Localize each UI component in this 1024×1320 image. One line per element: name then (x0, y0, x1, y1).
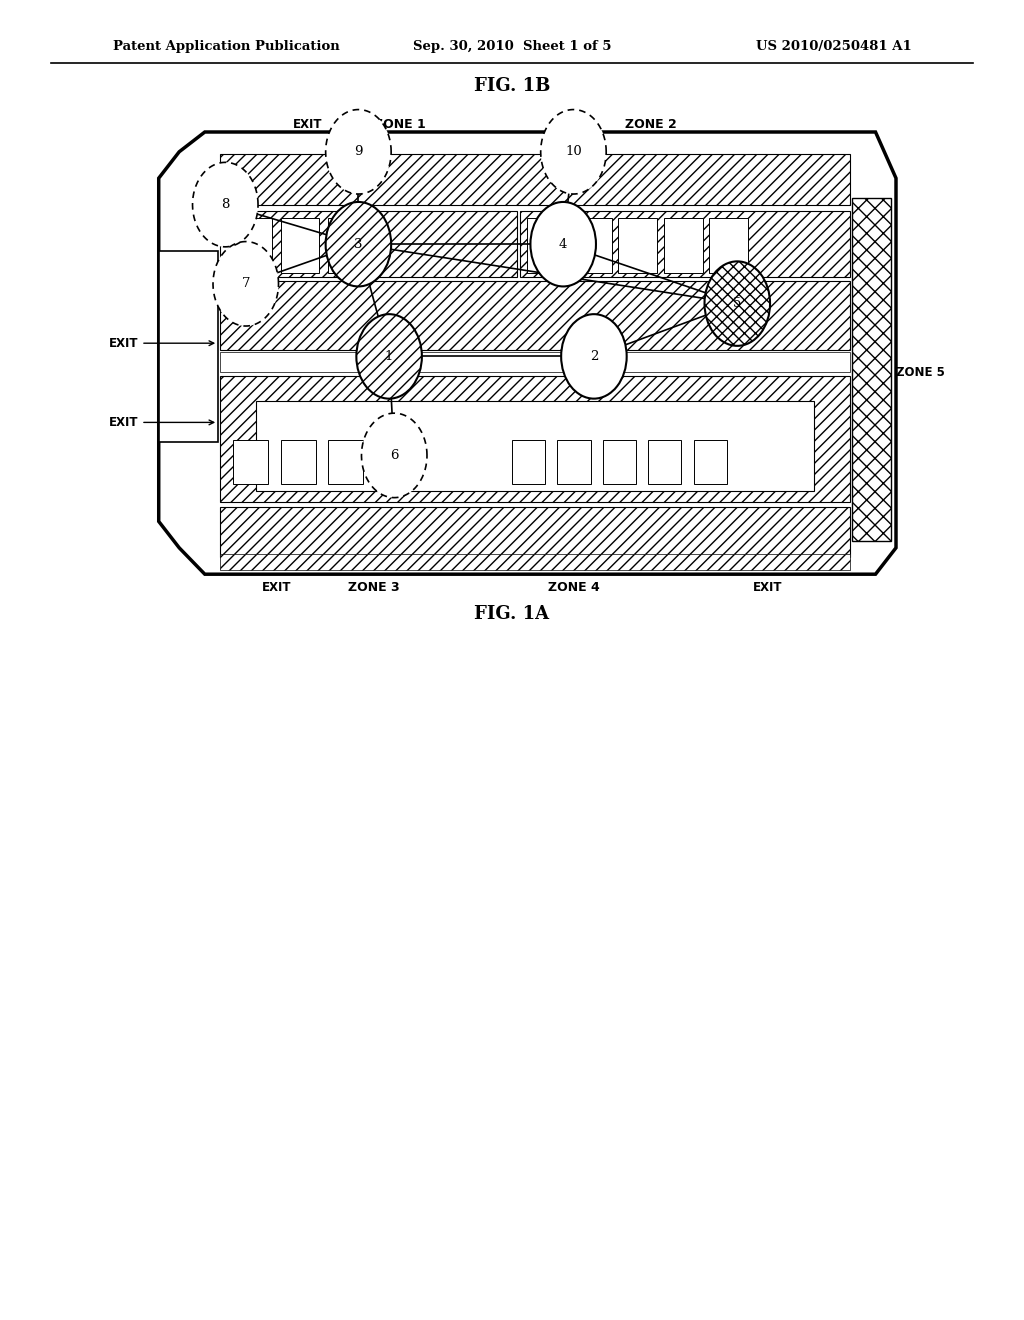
Text: 9: 9 (354, 145, 362, 158)
Text: EXIT: EXIT (109, 416, 214, 429)
FancyBboxPatch shape (648, 440, 682, 484)
Text: 3: 3 (354, 238, 362, 251)
Text: EXIT: EXIT (293, 117, 322, 131)
FancyBboxPatch shape (618, 218, 657, 273)
FancyBboxPatch shape (220, 352, 850, 372)
Circle shape (561, 314, 627, 399)
FancyBboxPatch shape (710, 218, 749, 273)
Text: Sep. 30, 2010  Sheet 1 of 5: Sep. 30, 2010 Sheet 1 of 5 (413, 40, 611, 53)
FancyBboxPatch shape (233, 440, 268, 484)
Text: ZONE 5: ZONE 5 (896, 366, 945, 379)
Text: EXIT: EXIT (262, 581, 291, 594)
Circle shape (213, 242, 279, 326)
FancyBboxPatch shape (328, 218, 367, 273)
Text: EXIT: EXIT (109, 337, 214, 350)
FancyBboxPatch shape (256, 401, 814, 491)
Text: US 2010/0250481 A1: US 2010/0250481 A1 (756, 40, 911, 53)
Text: 8: 8 (221, 198, 229, 211)
FancyBboxPatch shape (220, 376, 850, 502)
FancyBboxPatch shape (527, 218, 566, 273)
FancyBboxPatch shape (220, 211, 517, 277)
Text: 10: 10 (565, 145, 582, 158)
FancyBboxPatch shape (220, 281, 850, 350)
Text: ZONE 3: ZONE 3 (348, 581, 399, 594)
FancyBboxPatch shape (852, 198, 891, 541)
FancyBboxPatch shape (694, 440, 727, 484)
Text: ZONE 2: ZONE 2 (625, 117, 677, 131)
Text: EXIT: EXIT (754, 581, 782, 594)
Text: ZONE 4: ZONE 4 (548, 581, 600, 594)
FancyBboxPatch shape (603, 440, 636, 484)
FancyBboxPatch shape (557, 440, 591, 484)
FancyBboxPatch shape (572, 218, 611, 273)
FancyBboxPatch shape (281, 218, 319, 273)
Circle shape (541, 110, 606, 194)
Text: 2: 2 (590, 350, 598, 363)
Text: 7: 7 (242, 277, 250, 290)
FancyBboxPatch shape (220, 154, 850, 205)
Circle shape (705, 261, 770, 346)
Text: FIG. 1B: FIG. 1B (474, 77, 550, 95)
Circle shape (530, 202, 596, 286)
Text: 4: 4 (559, 238, 567, 251)
FancyBboxPatch shape (328, 440, 362, 484)
Polygon shape (159, 132, 896, 574)
FancyBboxPatch shape (664, 218, 702, 273)
Circle shape (326, 110, 391, 194)
Text: 6: 6 (390, 449, 398, 462)
Text: Patent Application Publication: Patent Application Publication (113, 40, 339, 53)
FancyBboxPatch shape (220, 554, 850, 570)
FancyBboxPatch shape (159, 251, 218, 442)
Circle shape (193, 162, 258, 247)
FancyBboxPatch shape (512, 440, 545, 484)
Text: FIG. 1A: FIG. 1A (474, 605, 550, 623)
Text: ZONE 1: ZONE 1 (374, 117, 426, 131)
FancyBboxPatch shape (220, 507, 850, 557)
Circle shape (326, 202, 391, 286)
Text: 5: 5 (733, 297, 741, 310)
Circle shape (356, 314, 422, 399)
Circle shape (361, 413, 427, 498)
FancyBboxPatch shape (233, 218, 272, 273)
FancyBboxPatch shape (520, 211, 850, 277)
FancyBboxPatch shape (281, 440, 315, 484)
Text: 1: 1 (385, 350, 393, 363)
